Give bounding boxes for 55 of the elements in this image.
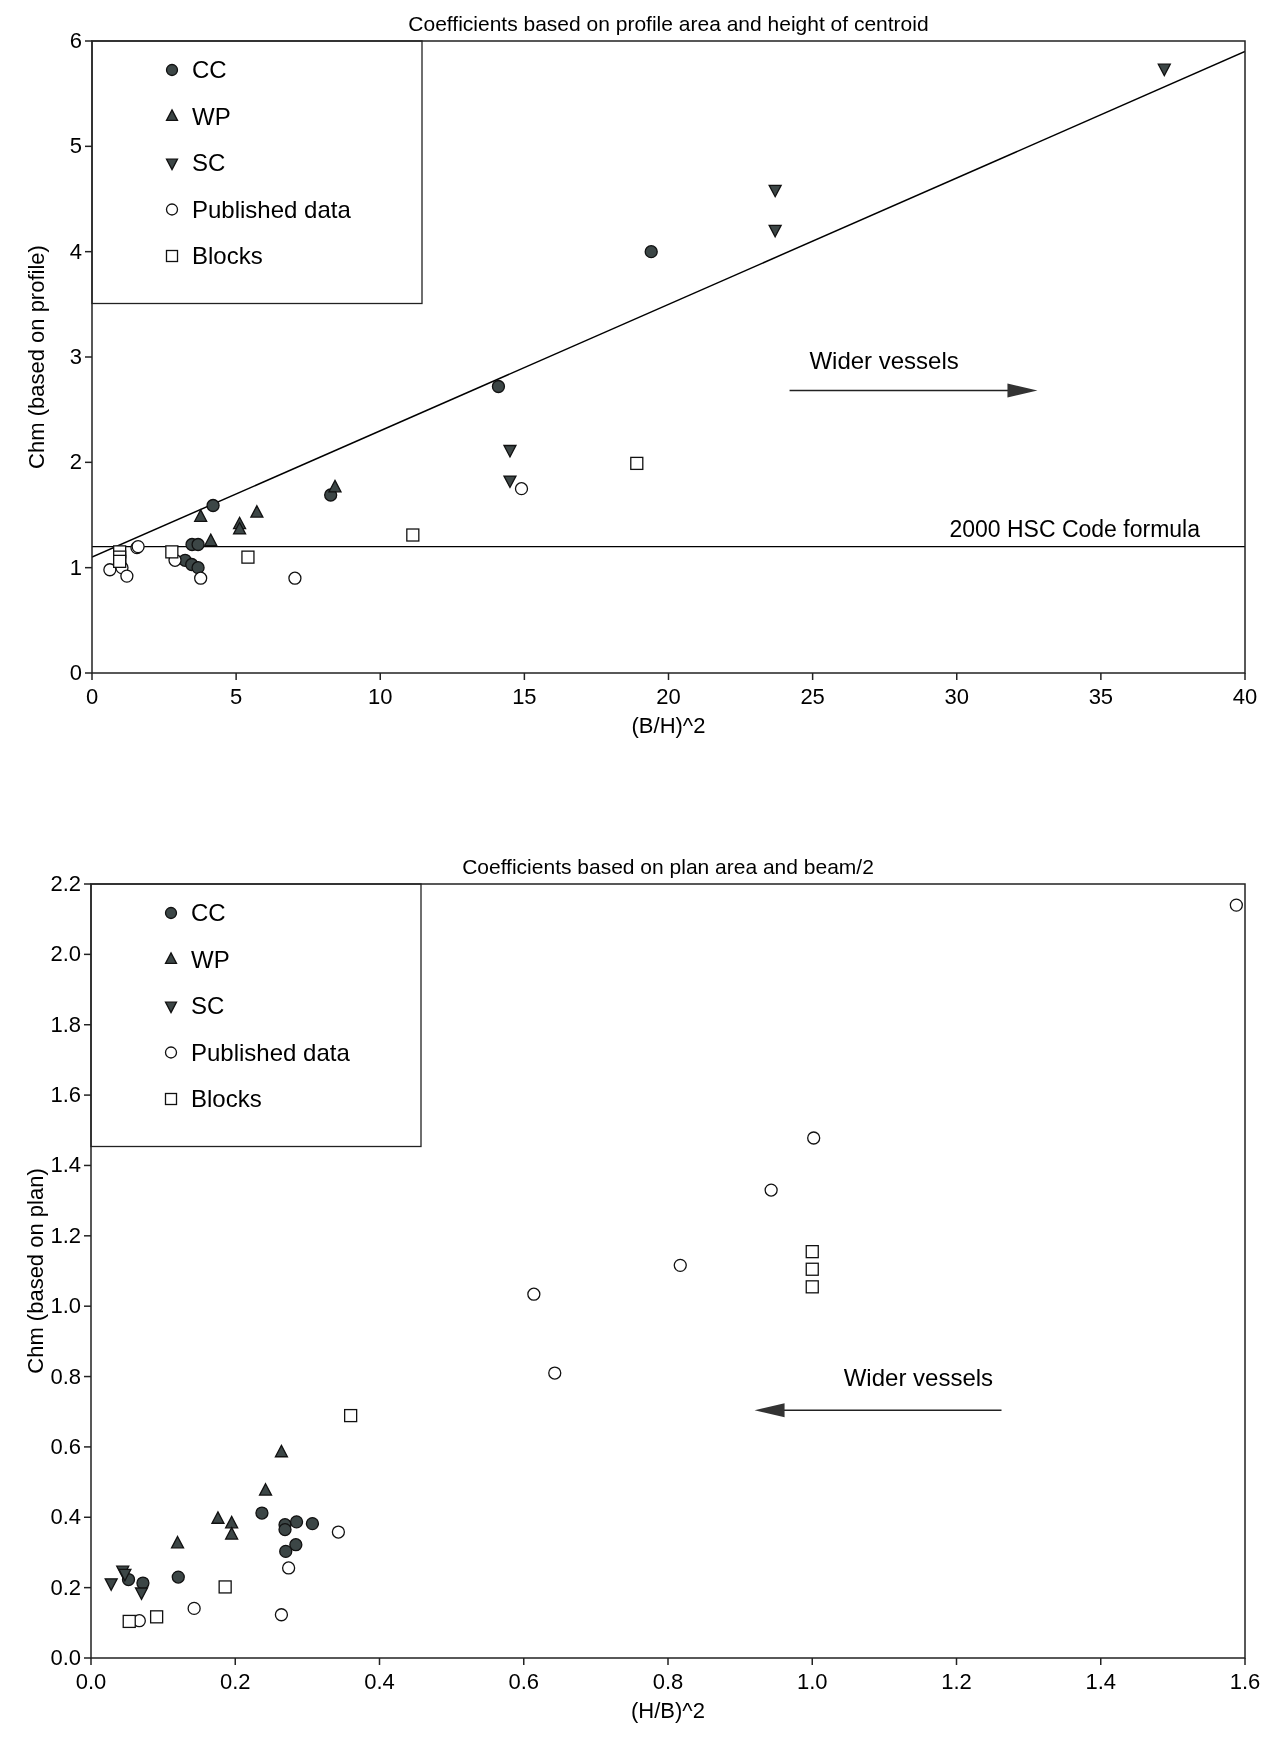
y-tick-label: 1 [69, 554, 82, 580]
x-tick-label: 1.6 [1229, 1669, 1261, 1694]
x-axis-title: (B/H)^2 [631, 713, 706, 738]
x-tick-label: 35 [1088, 684, 1114, 709]
y-tick-label: 0.2 [50, 1574, 81, 1600]
y-tick-label: 1.8 [50, 1011, 81, 1037]
legend-label: SC [192, 149, 226, 176]
x-tick-label: 30 [944, 684, 969, 709]
y-tick-label: 3 [69, 344, 82, 369]
y-tick-label: 1.4 [50, 1152, 81, 1178]
y-tick-label: 0.8 [50, 1363, 81, 1389]
x-tick-label: 0.6 [508, 1669, 540, 1694]
x-tick-label: 0.8 [652, 1669, 684, 1694]
ref-line-label: 2000 HSC Code formula [949, 515, 1201, 542]
y-tick-label: 2.2 [50, 871, 81, 896]
x-tick-label: 15 [512, 684, 537, 709]
chart-title: Coefficients based on profile area and height of centroid [408, 12, 929, 35]
legend-label: Blocks [192, 242, 263, 269]
x-tick-label: 40 [1232, 684, 1258, 709]
y-tick-label: 1.0 [50, 1293, 81, 1319]
x-tick-label: 20 [656, 684, 681, 709]
annotation: Wider vessels [843, 1363, 994, 1391]
y-axis-title: Chm (based on plan) [23, 1168, 48, 1374]
x-tick-label: 0 [85, 684, 99, 709]
legend-label: CC [192, 56, 227, 83]
x-tick-label: 0.4 [364, 1669, 395, 1694]
legend-label: WP [191, 945, 230, 973]
chart-title: Coefficients based on plan area and beam/2 [462, 855, 874, 878]
legend-label: CC [191, 899, 226, 926]
legend-label: Published data [191, 1038, 351, 1066]
y-axis-title: Chm (based on profile) [24, 245, 49, 469]
y-tick-label: 1.2 [50, 1222, 81, 1248]
legend-label: SC [191, 992, 225, 1019]
legend-label: Blocks [191, 1085, 262, 1112]
y-tick-label: 0 [69, 660, 82, 685]
annotation: Wider vessels [809, 347, 959, 375]
x-tick-label: 1.0 [796, 1669, 828, 1694]
x-tick-label: 10 [368, 684, 393, 709]
y-tick-label: 1.6 [50, 1082, 81, 1108]
y-tick-label: 6 [69, 28, 82, 53]
x-tick-label: 0.2 [219, 1669, 251, 1694]
y-tick-label: 4 [69, 238, 82, 264]
y-tick-label: 0.0 [50, 1645, 81, 1670]
x-tick-label: 1.2 [941, 1669, 972, 1694]
y-tick-label: 2 [69, 449, 82, 475]
legend-label: Published data [192, 195, 352, 223]
x-tick-label: 1.4 [1085, 1669, 1117, 1694]
y-tick-label: 5 [69, 133, 82, 159]
x-tick-label: 5 [230, 684, 243, 709]
y-tick-label: 0.4 [50, 1504, 81, 1530]
x-tick-label: 25 [800, 684, 825, 709]
y-tick-label: 2.0 [50, 941, 81, 967]
legend-label: WP [192, 102, 231, 130]
y-tick-label: 0.6 [50, 1433, 81, 1459]
x-axis-title: (H/B)^2 [631, 1698, 705, 1723]
